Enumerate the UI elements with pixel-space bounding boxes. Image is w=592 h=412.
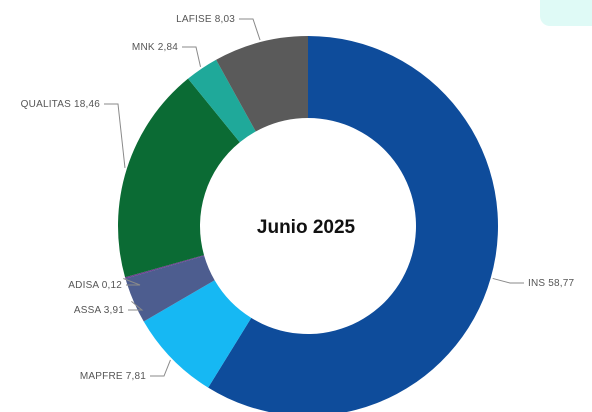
slice-label-qualitas: QUALITAS 18,46 [21, 99, 101, 110]
corner-accent [540, 0, 592, 26]
donut-slices [118, 36, 498, 412]
leader-line-lafise [239, 18, 261, 41]
slice-lafise[interactable] [216, 36, 308, 132]
label-leader-lines [104, 18, 524, 377]
slice-label-adisa: ADISA 0,12 [68, 280, 122, 291]
slice-mnk[interactable] [188, 59, 256, 143]
leader-line-adisa [123, 278, 141, 286]
slice-qualitas[interactable] [118, 78, 240, 278]
slice-ins[interactable] [208, 36, 498, 412]
leader-line-qualitas [104, 103, 126, 169]
chart-center-title: Junio 2025 [257, 217, 356, 238]
slice-mapfre[interactable] [143, 280, 252, 388]
slice-label-assa: ASSA 3,91 [74, 305, 124, 316]
slice-adisa[interactable] [125, 255, 205, 279]
slice-label-lafise: LAFISE 8,03 [176, 14, 235, 25]
leader-line-ins [492, 277, 524, 284]
slice-labels: INS 58,77 MAPFRE 7,81 ASSA 3,91 ADISA 0,12 Q… [21, 14, 575, 382]
leader-line-assa [128, 301, 144, 311]
slice-label-mapfre: MAPFRE 7,81 [80, 371, 146, 382]
leader-line-mapfre [150, 359, 171, 377]
slice-assa[interactable] [125, 255, 215, 322]
slice-label-mnk: MNK 2,84 [132, 42, 178, 53]
leader-line-mnk [182, 46, 202, 68]
slice-label-ins: INS 58,77 [528, 278, 575, 289]
